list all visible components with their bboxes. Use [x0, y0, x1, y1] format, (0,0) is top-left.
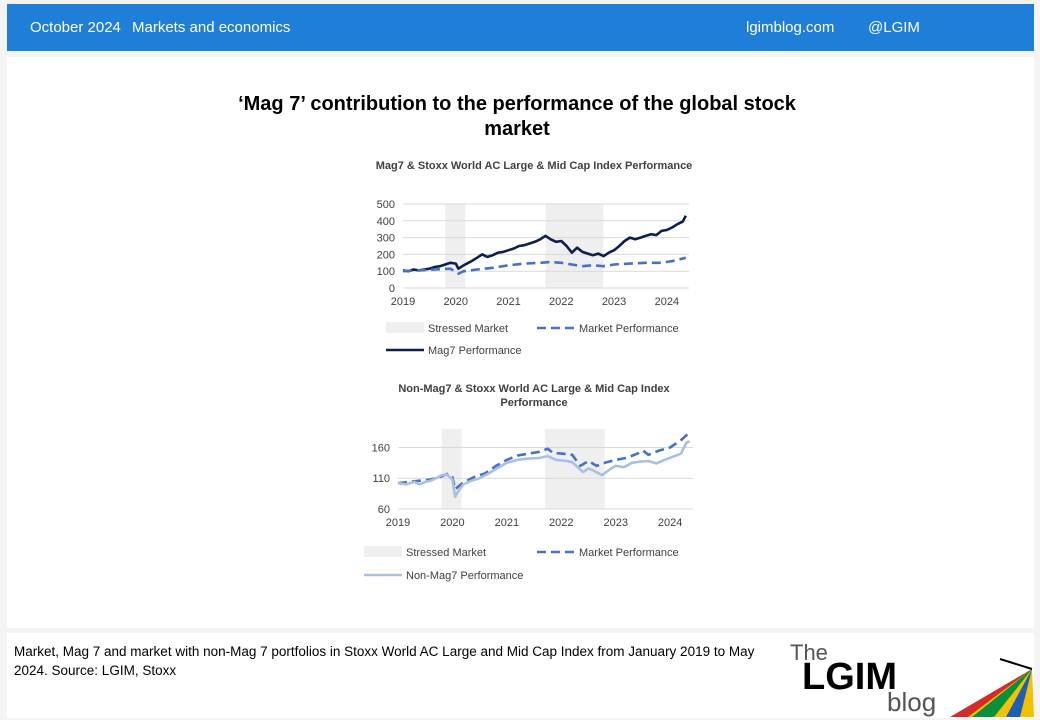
- y-tick-label: 500: [377, 199, 395, 211]
- legend-swatch-stressed: [364, 546, 402, 557]
- x-tick-label: 2020: [440, 517, 464, 529]
- y-tick-label: 100: [377, 266, 395, 278]
- x-tick-label: 2020: [444, 296, 468, 308]
- caption-panel: Market, Mag 7 and market with non-Mag 7 …: [7, 633, 1034, 718]
- legend-label-mag7: Mag7 Performance: [428, 345, 522, 357]
- legend-label-stressed: Stressed Market: [428, 323, 508, 335]
- header-site-link[interactable]: lgimblog.com: [746, 19, 835, 36]
- series-line-non-mag7-performance: [397, 440, 691, 498]
- stressed-period-band-0: [445, 204, 466, 288]
- logo-brand: LGIM: [802, 656, 897, 698]
- series-line-mag7-performance: [402, 215, 687, 273]
- y-tick-label: 200: [377, 249, 395, 261]
- lgim-blog-logo: The LGIM blog: [790, 640, 1034, 717]
- mag7-chart: 0 100 200 300 400 500 2019 2020 2021 2022 2023 2024…: [377, 199, 689, 357]
- legend-label-market: Market Performance: [579, 547, 679, 559]
- x-tick-label: 2024: [658, 517, 682, 529]
- y-tick-label: 300: [377, 233, 395, 245]
- y-tick-label: 110: [372, 473, 390, 485]
- stressed-period-band-0: [441, 429, 462, 509]
- series-line-market-performance: [397, 432, 691, 491]
- x-tick-label: 2021: [495, 517, 519, 529]
- header-date: October 2024: [30, 19, 121, 36]
- non-mag7-chart: 60 110 160 2019 2020 2021 2022 2023 2024 Stressed…: [364, 429, 693, 582]
- header-category[interactable]: Markets and economics: [132, 19, 291, 36]
- x-tick-label: 2019: [391, 296, 415, 308]
- x-tick-label: 2024: [655, 296, 679, 308]
- umbrella-icon: [950, 658, 1034, 717]
- logo-blog: blog: [887, 687, 936, 717]
- chart-panel: ‘Mag 7’ contribution to the performance …: [7, 57, 1034, 628]
- header-bar: October 2024 Markets and economics lgimb…: [7, 4, 1034, 51]
- x-tick-label: 2022: [549, 296, 573, 308]
- y-tick-label: 400: [377, 216, 395, 228]
- stressed-period-band-1: [544, 429, 605, 509]
- page-title: ‘Mag 7’ contribution to the performance …: [238, 93, 796, 140]
- x-tick-label: 2021: [496, 296, 520, 308]
- legend-label-stressed: Stressed Market: [406, 547, 486, 559]
- x-tick-label: 2023: [602, 296, 626, 308]
- x-tick-label: 2022: [549, 517, 573, 529]
- y-tick-label: 60: [378, 504, 390, 516]
- x-tick-label: 2023: [603, 517, 627, 529]
- stressed-period-band-1: [545, 204, 604, 288]
- legend-label-non-mag7: Non-Mag7 Performance: [406, 570, 523, 582]
- y-tick-label: 0: [389, 283, 395, 295]
- legend-label-market: Market Performance: [579, 323, 679, 335]
- y-tick-label: 160: [372, 442, 390, 454]
- logo-the: The: [790, 640, 828, 665]
- x-tick-label: 2019: [386, 517, 410, 529]
- legend-swatch-stressed: [386, 322, 424, 333]
- figure-caption: Market, Mag 7 and market with non-Mag 7 …: [14, 644, 755, 678]
- chart1-title: Mag7 & Stoxx World AC Large & Mid Cap In…: [375, 160, 693, 172]
- header-handle-link[interactable]: @LGIM: [868, 19, 920, 36]
- chart2-title: Non-Mag7 & Stoxx World AC Large & Mid Ca…: [398, 383, 670, 409]
